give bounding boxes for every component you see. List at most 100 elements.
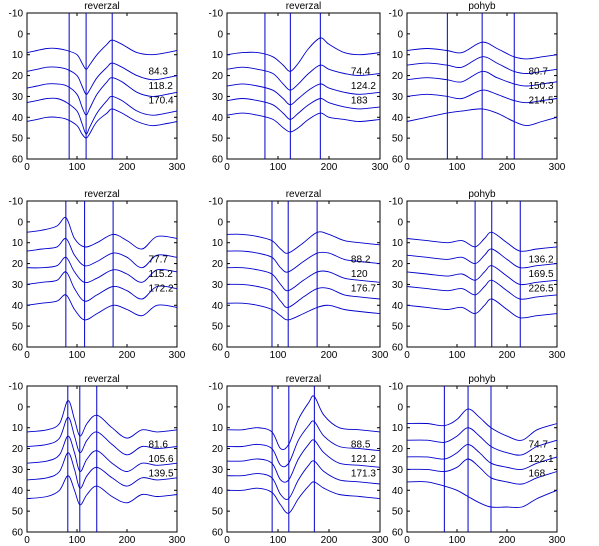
y-tick-label: 60 [12,343,24,354]
trace-line [226,267,381,292]
annotation-label: 115.2 [149,269,174,280]
trace-line [26,271,178,302]
x-tick-label: 0 [404,162,410,173]
y-tick-label: 30 [212,92,224,103]
trace-line [226,98,381,120]
y-tick-label: 10 [212,238,224,249]
y-tick-label: -10 [209,382,224,393]
x-tick-label: 300 [372,162,389,173]
trace-line [406,248,558,269]
trace-line [406,279,558,300]
x-tick-label: 0 [24,535,30,546]
x-tick-label: 0 [224,535,230,546]
panel-title: reverzal [84,189,120,200]
x-tick-label: 0 [404,535,410,546]
trace-line [406,443,558,471]
y-tick-label: 60 [392,528,404,539]
trace-line [226,112,381,133]
annotation-label: 88.2 [351,254,371,265]
x-tick-label: 200 [321,535,338,546]
y-tick-label: 20 [212,71,224,82]
y-tick-label: 10 [392,238,404,249]
y-tick-label: 60 [12,528,24,539]
annotation-label: 226.5 [529,284,554,295]
panel-title: reverzal [286,189,322,200]
trace-line [226,250,381,273]
y-tick-label: -10 [9,197,24,208]
y-tick-label: 30 [12,92,24,103]
y-tick-label: 40 [212,113,224,124]
annotation-label: 118.2 [149,81,174,92]
y-tick-label: 40 [12,486,24,497]
x-tick-label: 100 [449,350,466,361]
y-tick-label: 30 [212,280,224,291]
y-tick-label: 50 [392,322,404,333]
annotation-label: 121.2 [351,454,376,465]
trace-line [26,39,178,70]
annotation-label: 80.7 [529,66,549,77]
annotation-label: 176.7 [351,284,376,295]
y-tick-label: 60 [212,528,224,539]
trace-line [226,420,381,468]
y-tick-label: 0 [217,29,223,40]
y-tick-label: 20 [392,71,404,82]
x-tick-label: 200 [119,535,136,546]
annotation-label: 81.6 [149,439,169,450]
trace-line [26,216,178,250]
trace-line [226,302,381,321]
y-tick-label: 30 [212,465,224,476]
trace-line [26,256,178,283]
y-tick-label: 30 [392,280,404,291]
y-tick-label: 30 [12,280,24,291]
panel-title: pohyb [468,1,496,12]
annotation-label: 169.5 [529,269,554,280]
y-tick-label: 0 [397,402,403,413]
trace-line [406,108,558,127]
y-tick-label: 0 [397,29,403,40]
y-tick-label: 60 [212,155,224,166]
axes-box [226,12,381,160]
trace-line [26,435,178,472]
trace-line [26,77,178,116]
y-tick-label: -10 [209,9,224,20]
trace-line [226,395,381,450]
trace-line [406,56,558,74]
y-tick-label: 10 [212,50,224,61]
y-tick-label: 60 [392,343,404,354]
trace-line [226,460,381,500]
y-tick-label: 40 [12,301,24,312]
panel-title: reverzal [84,1,120,12]
y-tick-label: 50 [12,322,24,333]
annotation-label: 171.3 [351,469,376,480]
x-tick-label: 100 [69,162,86,173]
annotation-label: 84.3 [149,66,169,77]
axes-box [226,200,381,348]
y-tick-label: 0 [217,217,223,228]
y-tick-label: -10 [389,9,404,20]
annotation-label: 150.3 [529,81,554,92]
y-tick-label: -10 [389,197,404,208]
y-tick-label: 50 [212,134,224,145]
trace-line [226,64,381,91]
trace-line [26,294,178,321]
annotation-label: 120 [351,269,368,280]
trace-line [406,41,558,60]
y-tick-label: -10 [9,382,24,393]
y-tick-label: 60 [212,343,224,354]
y-tick-label: 0 [397,217,403,228]
trace-line [406,458,558,485]
panel-title: reverzal [84,374,120,385]
panel-title: reverzal [286,374,322,385]
y-tick-label: 10 [12,423,24,434]
axes-box [406,385,558,533]
annotation-label: 124.2 [351,81,376,92]
trace-line [226,481,381,514]
annotation-label: 122.1 [529,454,554,465]
x-tick-label: 200 [119,350,136,361]
trace-line [26,452,178,489]
y-tick-label: 50 [212,322,224,333]
